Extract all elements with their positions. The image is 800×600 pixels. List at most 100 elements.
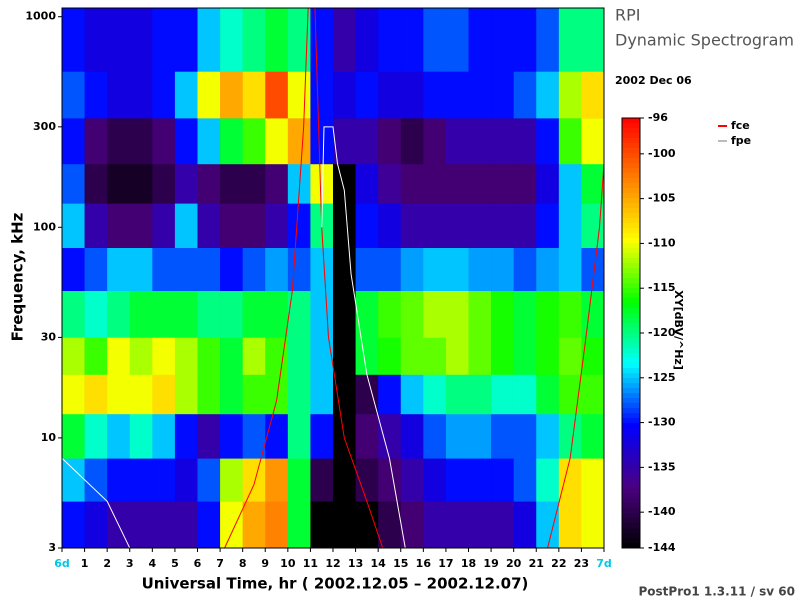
- heatmap-cell: [536, 413, 560, 459]
- heatmap-cell: [84, 290, 108, 338]
- heatmap-cell: [62, 501, 85, 549]
- colorbar-tick-label: -110: [648, 236, 676, 249]
- x-tick-label: 14: [371, 557, 387, 570]
- heatmap-cell: [468, 118, 492, 165]
- colorbar-segment: [622, 388, 640, 394]
- heatmap-cell: [445, 71, 469, 119]
- heatmap-cell: [378, 413, 402, 459]
- heatmap-cell: [107, 71, 131, 119]
- colorbar-segment: [622, 208, 640, 214]
- heatmap-cell: [536, 501, 560, 549]
- heatmap-cell: [491, 501, 514, 549]
- colorbar-segment: [622, 118, 640, 124]
- heatmap-cell: [84, 8, 108, 72]
- chart-subtitle: Dynamic Spectrogram: [615, 31, 794, 50]
- heatmap-cell: [558, 337, 582, 375]
- heatmap-cell: [558, 247, 582, 291]
- heatmap-cell: [129, 290, 153, 338]
- heatmap-cell: [445, 8, 469, 72]
- colorbar-tick-label: -96: [648, 111, 668, 124]
- heatmap-cell: [491, 8, 514, 72]
- colorbar-segment: [622, 428, 640, 434]
- colorbar-segment: [622, 258, 640, 264]
- heatmap-cell: [107, 413, 131, 459]
- heatmap-cell: [242, 501, 266, 549]
- colorbar-segment: [622, 163, 640, 169]
- heatmap-cell: [174, 203, 198, 249]
- heatmap-cell: [423, 290, 447, 338]
- heatmap-cell: [310, 163, 334, 204]
- heatmap-cell: [107, 118, 131, 165]
- colorbar-segment: [622, 238, 640, 244]
- heatmap-cell: [174, 71, 198, 119]
- colorbar-segment: [622, 128, 640, 134]
- colorbar-segment: [622, 543, 640, 549]
- heatmap-cell: [378, 501, 402, 549]
- colorbar-segment: [622, 378, 640, 384]
- heatmap-cell: [287, 203, 311, 249]
- colorbar-segment: [622, 533, 640, 539]
- heatmap-cell: [400, 337, 424, 375]
- heatmap-cell: [333, 337, 356, 375]
- heatmap-cell: [355, 290, 379, 338]
- heatmap-cell: [491, 247, 514, 291]
- heatmap-cell: [152, 337, 176, 375]
- heatmap-cell: [84, 71, 108, 119]
- colorbar-segment: [622, 148, 640, 154]
- heatmap-cell: [62, 374, 85, 415]
- colorbar-segment: [622, 403, 640, 409]
- heatmap-cell: [536, 458, 560, 502]
- colorbar-segment: [622, 498, 640, 504]
- x-tick-label: 1: [81, 557, 89, 570]
- x-tick-label: 8: [239, 557, 247, 570]
- heatmap-cell: [129, 337, 153, 375]
- colorbar-tick-label: -144: [648, 541, 676, 554]
- x-tick-label: 9: [261, 557, 269, 570]
- heatmap-cell: [378, 337, 402, 375]
- heatmap-cell: [220, 413, 243, 459]
- heatmap-cell: [513, 501, 537, 549]
- heatmap-cell: [355, 118, 379, 165]
- heatmap-cell: [400, 413, 424, 459]
- heatmap-cell: [265, 374, 289, 415]
- heatmap-cell: [333, 290, 356, 338]
- colorbar-segment: [622, 228, 640, 234]
- x-tick-label: 20: [506, 557, 522, 570]
- heatmap-cell: [400, 501, 424, 549]
- heatmap-cell: [62, 71, 85, 119]
- heatmap-cell: [62, 118, 85, 165]
- colorbar-tick-label: -105: [648, 192, 676, 205]
- colorbar-segment: [622, 153, 640, 159]
- x-tick-label: 10: [280, 557, 296, 570]
- heatmap-cell: [107, 163, 131, 204]
- heatmap-cell: [378, 118, 402, 165]
- heatmap-cell: [423, 247, 447, 291]
- heatmap-cell: [265, 8, 289, 72]
- heatmap-cell: [220, 374, 243, 415]
- heatmap-cell: [581, 290, 605, 338]
- heatmap-cell: [491, 118, 514, 165]
- heatmap-cell: [445, 247, 469, 291]
- colorbar-segment: [622, 308, 640, 314]
- heatmap-cell: [513, 247, 537, 291]
- heatmap-cell: [468, 203, 492, 249]
- heatmap-cell: [287, 501, 311, 549]
- heatmap-cell: [265, 290, 289, 338]
- heatmap-cell: [62, 203, 85, 249]
- colorbar-segment: [622, 433, 640, 439]
- heatmap-cell: [197, 8, 221, 72]
- heatmap-cell: [581, 247, 605, 291]
- heatmap-cell: [242, 337, 266, 375]
- heatmap-cell: [513, 337, 537, 375]
- heatmap-cell: [445, 458, 469, 502]
- heatmap-cell: [468, 163, 492, 204]
- x-tick-label: 11: [303, 557, 318, 570]
- x-tick-label: 23: [574, 557, 589, 570]
- heatmap-cell: [62, 458, 85, 502]
- heatmap-cell: [581, 337, 605, 375]
- y-axis-label: Frequency, kHz: [9, 212, 27, 341]
- heatmap-cell: [400, 8, 424, 72]
- heatmap-cell: [84, 337, 108, 375]
- heatmap-cell: [513, 163, 537, 204]
